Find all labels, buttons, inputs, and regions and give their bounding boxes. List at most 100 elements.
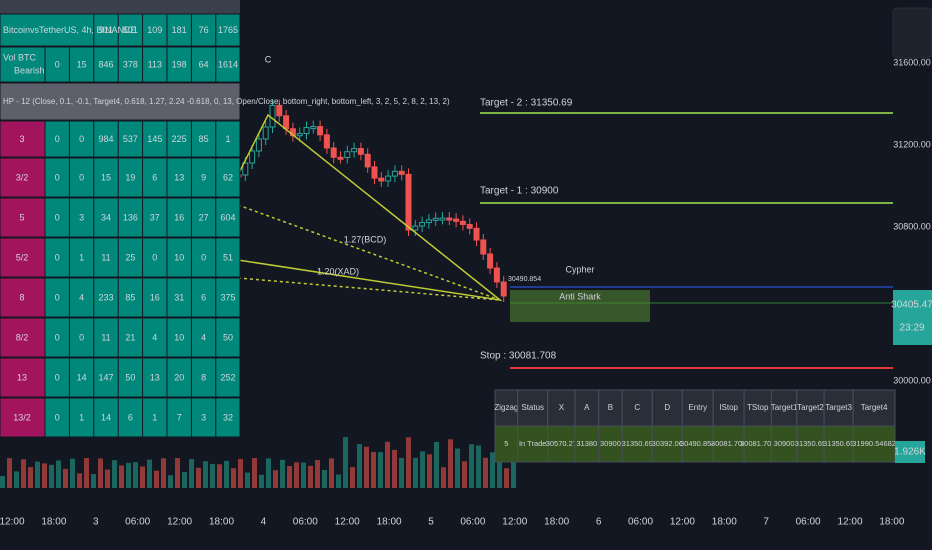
widget[interactable] bbox=[892, 7, 932, 59]
table-cell: 7 bbox=[177, 412, 182, 422]
time-axis-label: 18:00 bbox=[712, 517, 737, 528]
stop-label: Stop : 30081.708 bbox=[480, 351, 557, 362]
table-cell: 537 bbox=[123, 134, 138, 144]
volume-bar bbox=[28, 467, 33, 488]
volume-tag bbox=[895, 441, 925, 463]
volume-bar bbox=[434, 441, 439, 488]
table-row bbox=[0, 0, 240, 14]
decoration bbox=[0, 99, 516, 488]
table-cell: 233 bbox=[98, 292, 113, 302]
volume-bar bbox=[203, 461, 208, 488]
table-cell: 375 bbox=[220, 292, 235, 302]
table-cell: 6 bbox=[128, 412, 133, 422]
table-cell: 0 bbox=[55, 59, 60, 69]
candle bbox=[466, 224, 473, 229]
table-cell: 50 bbox=[223, 332, 233, 342]
data-text: 30570.27 bbox=[546, 439, 577, 448]
candle bbox=[249, 150, 256, 164]
time-axis-label: 18:00 bbox=[41, 517, 66, 528]
header-text: Zigzag bbox=[494, 403, 518, 412]
candle bbox=[500, 281, 507, 297]
volume-bar bbox=[406, 437, 411, 488]
candle bbox=[303, 127, 310, 135]
volume-bar bbox=[210, 463, 215, 488]
candle bbox=[371, 166, 378, 179]
pattern-name: Anti Shark bbox=[559, 291, 601, 301]
header-cell bbox=[712, 389, 745, 427]
volume-bar bbox=[490, 452, 495, 488]
row-label: Vol BTC bbox=[3, 52, 37, 62]
volume-bar bbox=[84, 458, 89, 488]
table-cell: 10 bbox=[174, 252, 184, 262]
header-cell bbox=[517, 389, 549, 427]
row-label: 8 bbox=[19, 292, 24, 302]
volume-bar bbox=[322, 470, 327, 488]
candle bbox=[459, 220, 466, 226]
table-cell: 0 bbox=[79, 332, 84, 342]
table-row bbox=[0, 82, 241, 121]
table-cell: 34 bbox=[101, 212, 111, 222]
data-text: 5 bbox=[504, 439, 508, 448]
table-cell: 1 bbox=[225, 134, 230, 144]
header-cell bbox=[770, 389, 798, 427]
pattern-dash bbox=[237, 204, 501, 301]
candle bbox=[493, 267, 500, 283]
table-cell: 0 bbox=[55, 412, 60, 422]
volume-bar bbox=[245, 472, 250, 488]
table-cell: 31 bbox=[174, 292, 184, 302]
table-cell: 51 bbox=[223, 252, 233, 262]
volume-bar bbox=[105, 469, 110, 488]
candle bbox=[425, 219, 432, 224]
table-cell: 9 bbox=[201, 172, 206, 182]
candle bbox=[310, 126, 317, 130]
table-cell: 1614 bbox=[218, 59, 238, 69]
price-tag-value: 30405.47 bbox=[891, 300, 932, 311]
price-axis-label: 31600.00 bbox=[893, 57, 931, 67]
table-cell: 0 bbox=[79, 134, 84, 144]
row-label: 3/2 bbox=[16, 172, 29, 182]
volume-bar bbox=[63, 468, 68, 488]
table-cell: 1 bbox=[79, 412, 84, 422]
table-cell: 14 bbox=[77, 372, 87, 382]
time-axis-label: 12:00 bbox=[0, 517, 25, 528]
price-axis-label: 31200.00 bbox=[893, 139, 931, 149]
ratio-label: 1.20(XAD) bbox=[317, 266, 359, 276]
table-cell: 4 bbox=[79, 292, 84, 302]
table-cell: 0 bbox=[55, 252, 60, 262]
table-cell: 0 bbox=[55, 332, 60, 342]
data-cell bbox=[681, 425, 714, 463]
table-cell: 378 bbox=[123, 59, 138, 69]
volume-bar bbox=[175, 458, 180, 488]
table-cell: 0 bbox=[55, 134, 60, 144]
table-cell: 8 bbox=[201, 372, 206, 382]
volume-bar bbox=[343, 437, 348, 488]
table-cell: 16 bbox=[174, 212, 184, 222]
time-axis-label: 18:00 bbox=[377, 517, 402, 528]
table-cell: 198 bbox=[172, 59, 187, 69]
volume-bar bbox=[280, 459, 285, 488]
table-cell: 0 bbox=[55, 372, 60, 382]
time-axis-label: 5 bbox=[428, 517, 434, 528]
volume-bar bbox=[49, 464, 54, 488]
header-text: X bbox=[559, 403, 565, 412]
time-axis-label: 4 bbox=[261, 517, 267, 528]
time-axis-label: 06:00 bbox=[796, 517, 821, 528]
row-label: 5/2 bbox=[16, 252, 29, 262]
table-cell: 21 bbox=[125, 332, 135, 342]
time-axis-label: 7 bbox=[763, 517, 769, 528]
row-label: 8/2 bbox=[16, 332, 29, 342]
pattern-lines bbox=[237, 113, 503, 302]
volume-bar bbox=[161, 458, 166, 488]
candle bbox=[405, 173, 412, 231]
table-cell: 911 bbox=[99, 25, 113, 35]
time-axis-label: 06:00 bbox=[460, 517, 485, 528]
row-label: 13 bbox=[17, 372, 27, 382]
table-cell: 501 bbox=[123, 25, 138, 35]
volume-bar bbox=[476, 445, 481, 488]
volume-bar bbox=[497, 437, 502, 488]
table-cell: 4 bbox=[152, 332, 157, 342]
table-cell: 113 bbox=[148, 59, 162, 69]
row-sublabel: Bearish bbox=[14, 65, 45, 75]
point-label: C bbox=[265, 54, 272, 64]
pattern-name: Cypher bbox=[565, 264, 594, 274]
